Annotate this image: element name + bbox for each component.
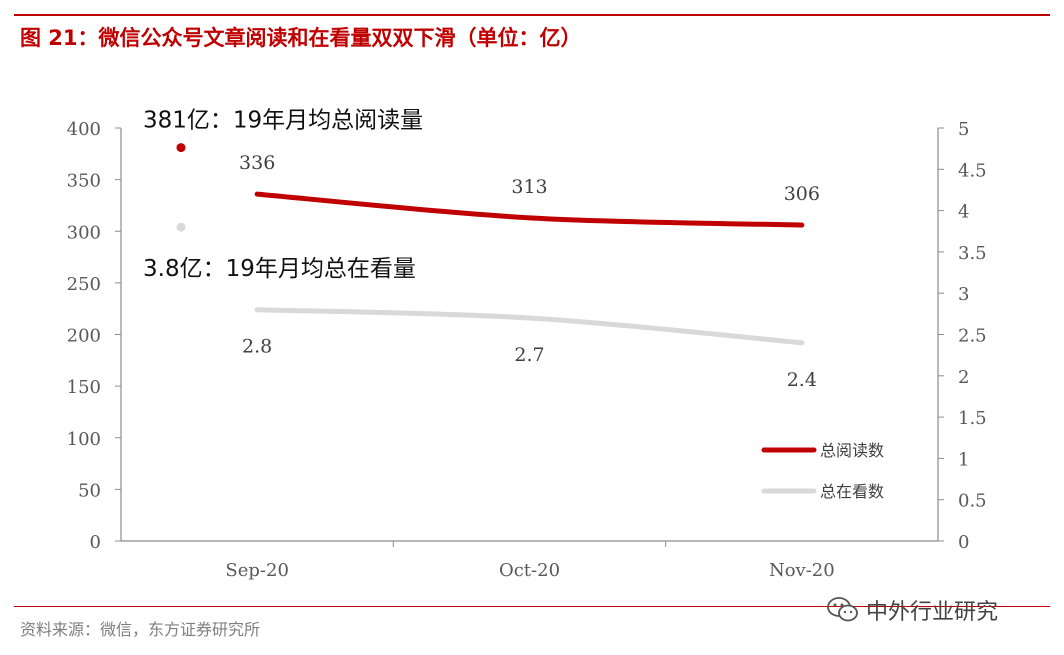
y-right-tick-label: 3 (958, 284, 969, 305)
y-left-tick-label: 150 (67, 377, 101, 398)
wechat-icon (827, 597, 858, 622)
y-right-tick-label: 2 (958, 367, 969, 388)
data-label-reads: 313 (511, 176, 547, 198)
y-left-tick-label: 100 (67, 429, 101, 450)
line-chart: 0 50 100 150 200 250 300 350 400 0 0.5 1 1.5 2 2.5 3 3.5… (67, 108, 987, 581)
data-label-in-view: 2.4 (787, 369, 817, 391)
y-left-tick-label: 200 (67, 326, 101, 347)
data-label-in-view: 2.8 (242, 336, 272, 358)
y-right-tick-label: 4.5 (958, 160, 987, 181)
reference-point-reads (176, 143, 186, 153)
y-left-tick-label: 50 (78, 480, 101, 501)
y-left-tick-label: 400 (67, 119, 101, 140)
data-label-reads: 306 (784, 183, 820, 205)
y-right-tick-label: 1.5 (958, 408, 987, 429)
x-tick-label: Nov-20 (769, 560, 835, 581)
data-label-reads: 336 (239, 152, 275, 174)
watermark: 中外行业研究 (826, 590, 998, 630)
watermark-text: 中外行业研究 (866, 600, 999, 625)
legend-label-in-view: 总在看数 (820, 482, 884, 501)
y-right-tick-label: 3.5 (958, 243, 987, 264)
series-line-in-view (254, 307, 805, 346)
x-tick-label: Sep-20 (225, 560, 289, 581)
y-right-tick-label: 4 (958, 202, 969, 223)
y-right-tick-label: 0.5 (958, 491, 987, 512)
y-right-tick-label: 5 (958, 119, 969, 140)
x-tick-label: Oct-20 (499, 560, 560, 581)
bottom-rule (14, 606, 1050, 607)
y-left-tick-label: 300 (67, 222, 101, 243)
y-right-tick-label: 2.5 (958, 326, 987, 347)
figure-title: 图 21：微信公众号文章阅读和在看量双双下滑（单位：亿） (20, 26, 582, 50)
y-left-tick-label: 250 (67, 274, 101, 295)
top-rule (14, 14, 1050, 16)
y-left-tick-label: 350 (67, 171, 101, 192)
annotation-in-view-2019: 3.8亿：19年月均总在看量 (143, 256, 416, 282)
reference-point-in-view (176, 222, 186, 232)
source-note: 资料来源：微信，东方证券研究所 (20, 620, 261, 639)
legend-label-reads: 总阅读数 (820, 441, 884, 460)
y-right-tick-label: 1 (958, 449, 969, 470)
annotation-reads-2019: 381亿：19年月均总阅读量 (143, 108, 423, 134)
series-line-reads (254, 191, 805, 228)
y-right-tick-label: 0 (958, 532, 969, 553)
y-left-tick-label: 0 (90, 532, 101, 553)
data-label-in-view: 2.7 (514, 344, 544, 366)
